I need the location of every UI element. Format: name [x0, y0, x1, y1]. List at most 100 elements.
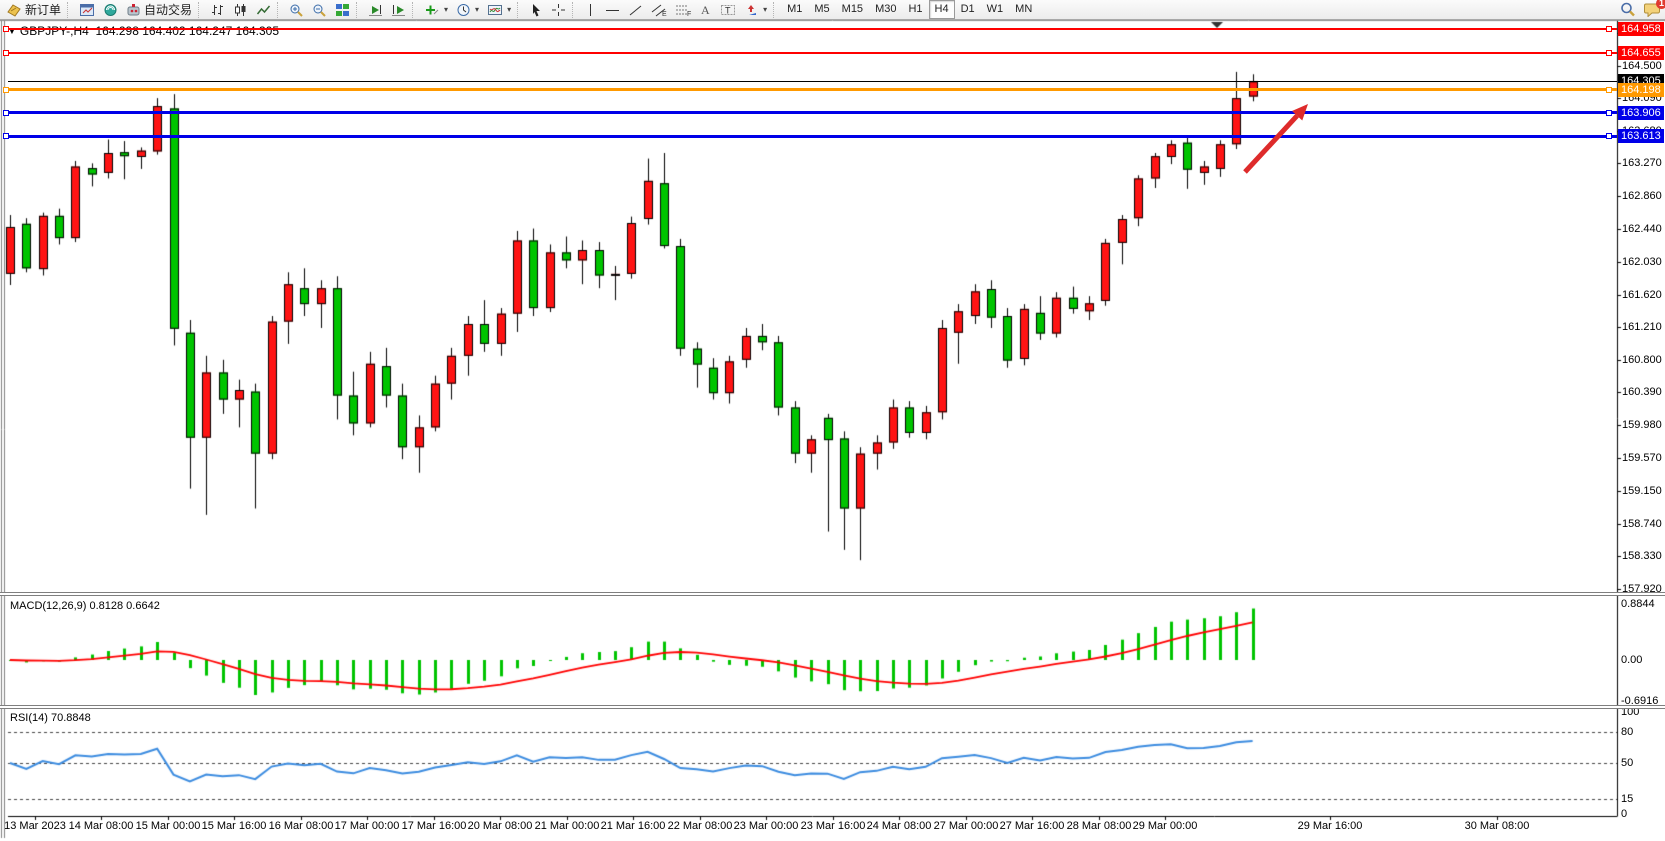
- fibonacci-icon: F: [675, 3, 691, 17]
- toolbar-separator: [412, 1, 418, 18]
- new-order-button[interactable]: 新订单: [2, 0, 65, 20]
- chart-window-icon: [79, 3, 95, 17]
- fibonacci-button[interactable]: F: [671, 0, 695, 20]
- periods-button[interactable]: ▾: [452, 0, 483, 20]
- toolbar-separator: [572, 1, 578, 18]
- hline-164.655[interactable]: [8, 52, 1617, 55]
- pane-divider[interactable]: [0, 705, 1665, 709]
- horizontal-line-button[interactable]: [601, 0, 624, 20]
- indicators-button[interactable]: ▾: [420, 0, 452, 20]
- tile-windows-button[interactable]: [331, 0, 354, 20]
- toolbar-separator: [67, 1, 73, 18]
- zoom-out-icon: [312, 3, 327, 17]
- arrows-button[interactable]: ▾: [740, 0, 771, 20]
- search-icon: [1620, 2, 1636, 17]
- toolbar-separator: [356, 1, 362, 18]
- new-order-icon: [6, 3, 22, 17]
- arrows-icon: [744, 3, 759, 17]
- auto-trading-icon: [126, 3, 141, 17]
- templates-button[interactable]: ▾: [483, 0, 515, 20]
- hline-163.613-handle-left[interactable]: [3, 133, 9, 140]
- auto-scroll-button[interactable]: [364, 0, 387, 20]
- market-watch-button[interactable]: [99, 0, 122, 20]
- trendline-icon: [628, 3, 643, 17]
- search-button[interactable]: [1616, 0, 1640, 20]
- text-icon: A: [699, 3, 712, 17]
- notification-badge: 1: [1656, 0, 1665, 9]
- toolbar-separator: [517, 1, 523, 18]
- trendline-button[interactable]: [624, 0, 647, 20]
- horizontal-line-icon: [605, 3, 620, 17]
- timeframe-m15-button[interactable]: M15: [841, 3, 864, 15]
- hline-164.958[interactable]: [8, 28, 1617, 31]
- text-label-button[interactable]: T: [716, 0, 740, 20]
- timeframe-h1-button[interactable]: H1: [908, 3, 923, 15]
- hline-164.958-handle-left[interactable]: [3, 26, 9, 33]
- notifications-button[interactable]: 1: [1640, 0, 1665, 20]
- zoom-in-icon: [289, 3, 304, 17]
- vertical-line-button[interactable]: [580, 0, 601, 20]
- template-icon: [487, 3, 503, 17]
- hline-163.613[interactable]: [8, 134, 1617, 138]
- svg-text:A: A: [701, 3, 710, 17]
- crosshair-icon: [551, 3, 566, 17]
- timeframe-m1-button[interactable]: M1: [787, 3, 803, 15]
- chart-shift-icon: [391, 3, 406, 17]
- candlestick-chart-icon: [233, 3, 248, 17]
- line-chart-icon: [256, 3, 271, 17]
- crosshair-button[interactable]: [547, 0, 570, 20]
- hline-164.198-handle-right[interactable]: [1606, 86, 1612, 93]
- hline-164.198-handle-left[interactable]: [3, 86, 9, 93]
- svg-text:T: T: [725, 5, 731, 15]
- cursor-icon: [529, 3, 543, 17]
- chart-dropdown-icon[interactable]: ▼: [8, 27, 16, 36]
- candlestick-chart-button[interactable]: [229, 0, 252, 20]
- chat-icon: 1: [1644, 0, 1665, 17]
- hline-163.613-handle-right[interactable]: [1606, 133, 1612, 140]
- timeframe-w1-button[interactable]: W1: [986, 3, 1004, 15]
- charts-window-button[interactable]: [75, 0, 99, 20]
- chevron-down-icon: ▾: [763, 5, 768, 14]
- timeframe-h4-button[interactable]: H4: [928, 0, 955, 19]
- signal-icon: [103, 3, 118, 17]
- hline-163.906[interactable]: [8, 111, 1617, 115]
- auto-trading-button-label: 自动交易: [144, 3, 193, 17]
- new-order-button-label: 新订单: [25, 3, 62, 17]
- timeframe-d1-button[interactable]: D1: [960, 3, 975, 15]
- hline-164.198[interactable]: [8, 88, 1617, 92]
- line-chart-button[interactable]: [252, 0, 275, 20]
- timeframe-mn-button[interactable]: MN: [1015, 3, 1033, 15]
- vertical-line-icon: [584, 3, 597, 17]
- equidistant-channel-icon: E: [651, 3, 667, 17]
- pane-divider[interactable]: [0, 592, 1665, 596]
- toolbar-separator: [773, 1, 779, 18]
- bar-chart-button[interactable]: [206, 0, 229, 20]
- svg-text:F: F: [687, 11, 691, 17]
- chevron-down-icon: ▾: [507, 5, 512, 14]
- text-button[interactable]: A: [695, 0, 716, 20]
- hline-163.906-handle-left[interactable]: [3, 109, 9, 116]
- hline-163.906-handle-right[interactable]: [1606, 109, 1612, 116]
- equidistant-channel-button[interactable]: E: [647, 0, 671, 20]
- auto-scroll-icon: [368, 3, 383, 17]
- toolbar: 新订单 自动交易 ▾ ▾ ▾ E F A T ▾ M1 M5 M15 M30 H1 H4 D1 W1 MN 1: [0, 0, 1665, 20]
- auto-trading-button[interactable]: 自动交易: [122, 0, 196, 20]
- timeframe-m30-button[interactable]: M30: [875, 3, 897, 15]
- chart-shift-button[interactable]: [387, 0, 410, 20]
- timeframe-m5-button[interactable]: M5: [814, 3, 830, 15]
- hline-164.655-handle-right[interactable]: [1606, 50, 1612, 57]
- bar-chart-icon: [210, 3, 225, 17]
- zoom-out-button[interactable]: [308, 0, 331, 20]
- cursor-button[interactable]: [525, 0, 547, 20]
- chevron-down-icon: ▾: [444, 5, 449, 14]
- clock-icon: [456, 3, 471, 17]
- hline-164.958-handle-right[interactable]: [1606, 26, 1612, 33]
- zoom-in-button[interactable]: [285, 0, 308, 20]
- chevron-down-icon: ▾: [475, 5, 480, 14]
- toolbar-separator: [277, 1, 283, 18]
- hline-164.655-handle-left[interactable]: [3, 50, 9, 57]
